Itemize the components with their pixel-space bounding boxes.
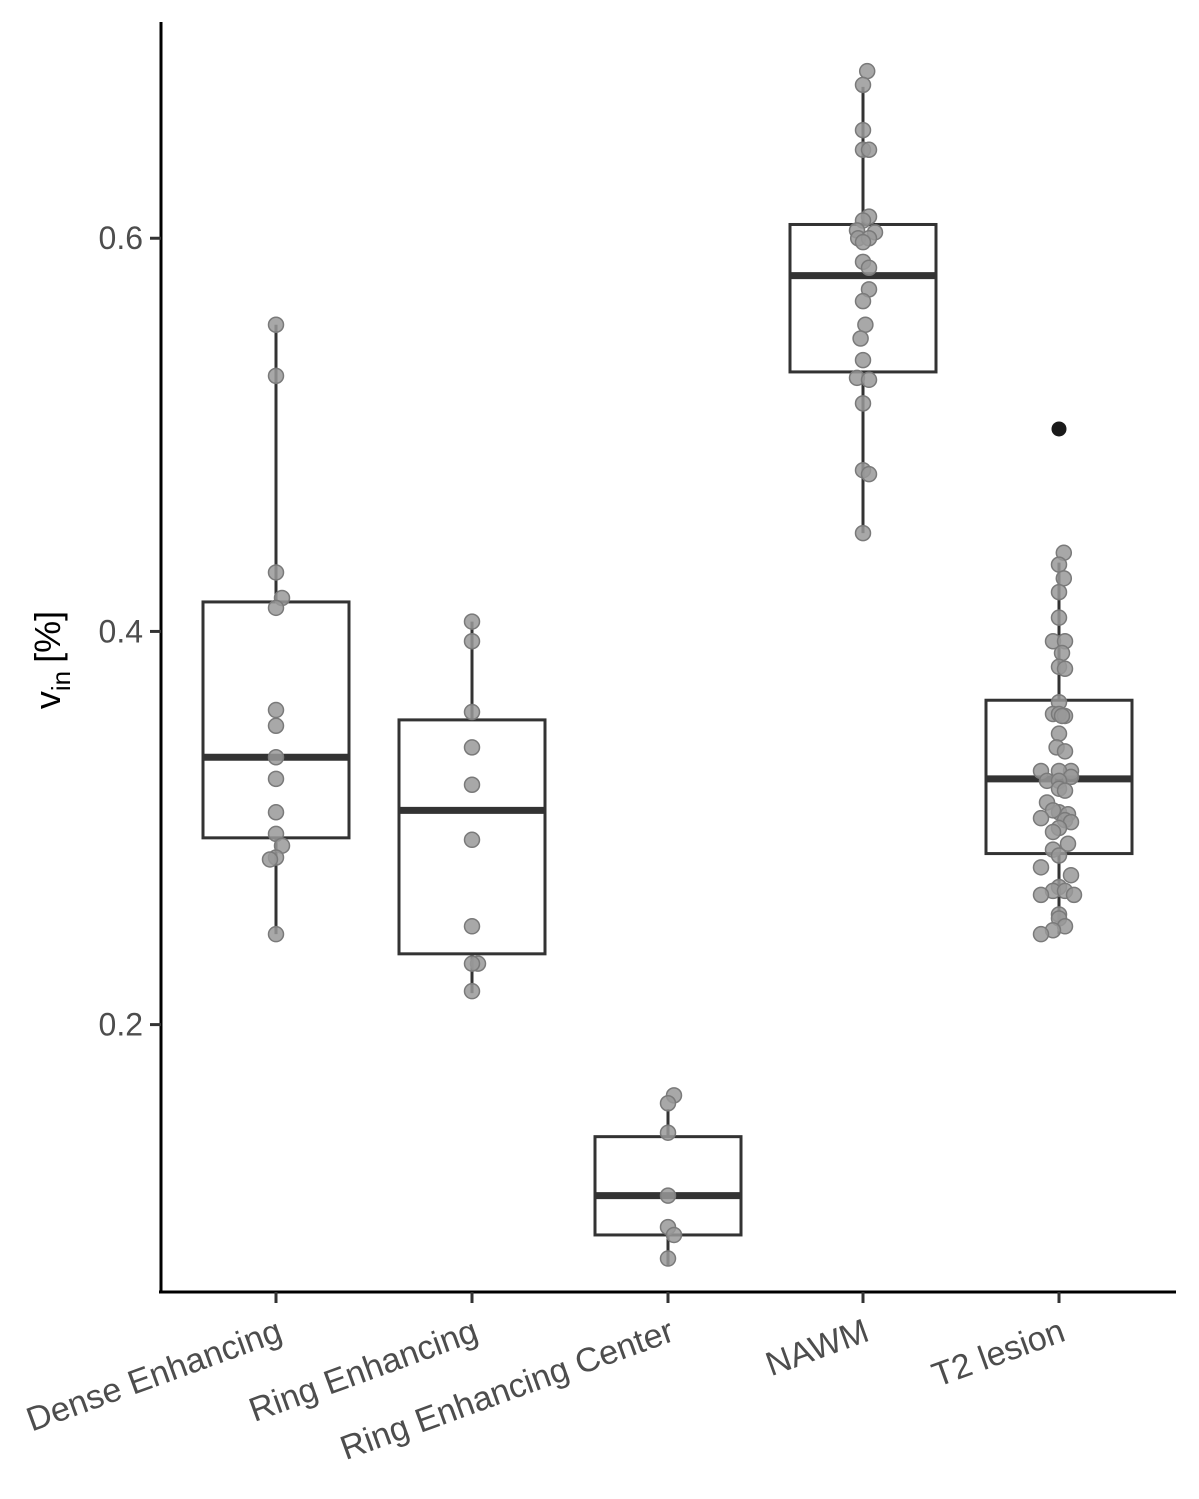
data-point	[267, 770, 285, 788]
data-point	[267, 748, 285, 766]
data-point	[267, 717, 285, 735]
points-group-3	[659, 1087, 683, 1267]
data-point	[267, 367, 285, 385]
data-point	[1050, 556, 1068, 573]
data-point	[267, 925, 285, 943]
data-point	[1050, 847, 1068, 864]
data-point	[860, 259, 878, 276]
data-point	[854, 351, 872, 369]
data-point	[463, 776, 481, 794]
box	[593, 1135, 743, 1237]
y-axis-title-symbol: v	[27, 691, 68, 709]
data-point	[854, 524, 872, 542]
data-point	[1032, 886, 1050, 904]
y-tick-label: 0.6	[99, 220, 143, 256]
data-point	[858, 62, 876, 80]
data-point	[1056, 743, 1074, 760]
data-point	[463, 955, 481, 972]
data-point	[267, 701, 285, 719]
data-point	[1050, 583, 1068, 601]
data-point	[463, 703, 481, 721]
data-point	[860, 465, 878, 483]
points-group-5	[1032, 544, 1083, 943]
data-point	[267, 804, 285, 821]
x-tick-label: NAWM	[761, 1312, 874, 1384]
points-group-1	[261, 316, 291, 943]
y-tick-label: 0.4	[99, 613, 143, 649]
y-axis-title-text: vin [%]	[27, 611, 76, 709]
data-point	[1056, 782, 1074, 799]
data-point	[267, 599, 285, 617]
data-point	[659, 1124, 677, 1141]
data-point	[463, 918, 481, 935]
y-axis-title-unit: [%]	[27, 611, 68, 663]
data-point	[1062, 866, 1080, 884]
data-point	[1053, 707, 1071, 725]
data-point	[1032, 925, 1050, 943]
x-tick-label: T2 lesion	[927, 1312, 1070, 1395]
data-point	[463, 633, 481, 650]
data-point	[261, 851, 279, 868]
data-point	[659, 1250, 677, 1267]
y-tick-label: 0.2	[99, 1007, 143, 1043]
x-tick-label: Ring Enhancing Center	[335, 1312, 678, 1468]
data-point	[1055, 570, 1073, 587]
data-point	[1056, 660, 1074, 678]
points-group-4	[848, 62, 884, 542]
data-point	[267, 564, 285, 581]
y-ticks: 0.2 0.4 0.6	[99, 220, 161, 1043]
data-point	[857, 316, 874, 333]
data-point	[1050, 725, 1068, 742]
data-point	[1059, 835, 1077, 852]
data-point	[854, 395, 872, 412]
data-point	[1065, 886, 1083, 904]
y-axis-title-subscript: in	[46, 671, 76, 691]
data-point	[659, 1094, 677, 1112]
y-axis-title: vin [%]	[27, 611, 76, 709]
outlier-point	[1051, 421, 1067, 437]
data-point	[1050, 609, 1068, 626]
data-point	[665, 1226, 683, 1244]
data-point	[1044, 823, 1062, 841]
data-point	[463, 831, 481, 849]
x-tick-label: Dense Enhancing	[22, 1312, 287, 1440]
data-point	[463, 739, 481, 756]
points-group-2	[463, 613, 487, 1000]
data-point	[267, 316, 285, 333]
plot-area	[201, 62, 1134, 1267]
data-point	[463, 613, 481, 630]
data-point	[1032, 859, 1050, 876]
data-point	[659, 1187, 677, 1204]
data-point	[1032, 809, 1050, 827]
data-point	[854, 292, 872, 310]
data-point	[854, 233, 872, 251]
data-point	[860, 141, 878, 159]
data-point	[463, 982, 481, 1000]
data-point	[854, 76, 872, 94]
data-point	[854, 121, 872, 139]
data-point	[1053, 644, 1071, 662]
data-point	[852, 330, 869, 347]
data-point	[860, 371, 878, 389]
data-point	[1044, 802, 1062, 819]
box-group-2	[397, 621, 547, 994]
